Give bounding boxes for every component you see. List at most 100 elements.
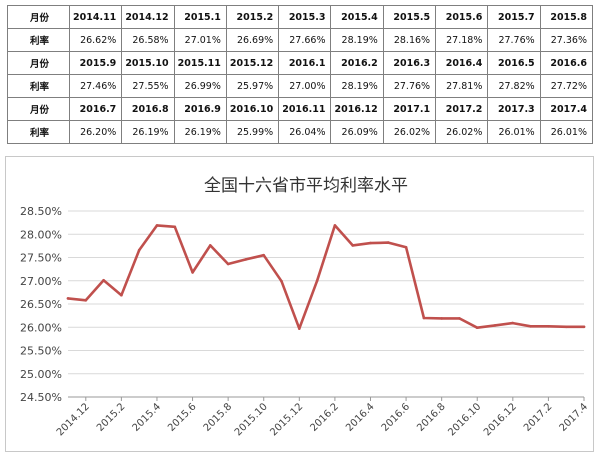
month-cell: 2015.12	[225, 51, 280, 75]
rate-cell: 27.36%	[539, 28, 594, 52]
data-point	[209, 244, 212, 247]
rate-cell: 26.19%	[173, 120, 227, 144]
chart-panel: 全国十六省市平均利率水平 24.50% 25.00% 25.50% 26.00% 26.…	[5, 156, 594, 452]
y-tick-labels: 24.50% 25.00% 25.50% 26.00% 26.50% 27.00% 27.5…	[20, 205, 62, 404]
table-row-months: 月份 2016.7 2016.8 2016.9 2016.10 2016.11 2016.1…	[7, 97, 594, 121]
table-row-rates: 利率 26.62% 26.58% 27.01% 26.69% 27.66% 28.19% 28…	[7, 28, 594, 52]
data-point	[351, 244, 355, 247]
rate-cell: 27.76%	[382, 74, 437, 98]
rate-cell: 28.19%	[330, 28, 384, 52]
month-cell: 2016.5	[487, 51, 541, 75]
month-cell: 2017.2	[435, 97, 489, 121]
x-tick-label: 2015.10	[233, 401, 270, 438]
rate-cell: 27.72%	[539, 74, 594, 98]
data-point	[84, 299, 88, 302]
data-point	[315, 279, 319, 283]
month-cell: 2014.11	[68, 5, 123, 29]
month-cell: 2015.4	[330, 5, 384, 29]
grid-lines	[68, 210, 584, 398]
data-point	[102, 279, 105, 282]
table-row-months: 月份 2015.9 2015.10 2015.11 2015.12 2016.1 2016.…	[7, 51, 594, 75]
rate-cell: 26.04%	[278, 120, 332, 144]
rate-cell: 26.09%	[330, 120, 384, 144]
data-point	[173, 225, 177, 229]
month-cell: 2014.12	[121, 5, 175, 29]
row-label-rate: 利率	[7, 28, 70, 52]
x-tick-label: 2016.12	[482, 401, 519, 438]
rate-cell: 26.02%	[382, 120, 437, 144]
month-cell: 2015.2	[225, 5, 280, 29]
rate-cell: 26.62%	[68, 28, 123, 52]
data-point	[280, 279, 283, 283]
data-point	[191, 271, 194, 274]
month-cell: 2015.1	[173, 5, 227, 29]
month-cell: 2016.7	[68, 97, 123, 121]
rate-cell: 26.20%	[68, 120, 123, 144]
data-point	[440, 317, 444, 320]
rate-cell: 26.19%	[121, 120, 175, 144]
y-tick-label: 25.50%	[20, 345, 62, 358]
table-row-rates: 利率 26.20% 26.19% 26.19% 25.99% 26.04% 26.09% 26…	[7, 120, 594, 144]
rate-cell: 27.66%	[278, 28, 332, 52]
month-cell: 2017.1	[382, 97, 437, 121]
rate-cell: 27.76%	[487, 28, 541, 52]
month-cell: 2015.10	[121, 51, 175, 75]
month-cell: 2016.1	[278, 51, 332, 75]
y-tick-label: 28.00%	[20, 228, 62, 241]
data-point	[529, 325, 532, 328]
y-tick-label: 25.00%	[20, 368, 62, 381]
data-point	[137, 248, 141, 252]
x-tick-label: 2016.8	[415, 401, 448, 434]
rate-cell: 25.99%	[225, 120, 280, 144]
table-row-rates: 利率 27.46% 27.55% 26.99% 25.97% 27.00% 28.19% 27…	[7, 74, 594, 98]
data-point	[387, 241, 390, 244]
rate-cell: 26.99%	[173, 74, 227, 98]
x-tick-label: 2016.6	[380, 401, 413, 434]
data-point	[298, 327, 301, 330]
row-label-month: 月份	[7, 5, 70, 29]
x-tick-label: 2015.12	[268, 401, 305, 438]
month-cell: 2015.7	[487, 5, 541, 29]
rate-cell: 27.00%	[278, 74, 332, 98]
month-cell: 2015.8	[539, 5, 594, 29]
rate-cell: 27.82%	[487, 74, 541, 98]
data-point	[226, 262, 230, 266]
rate-table: 月份 2014.11 2014.12 2015.1 2015.2 2015.3 2015.4…	[7, 5, 594, 144]
month-cell: 2015.6	[435, 5, 489, 29]
row-label-month: 月份	[7, 97, 70, 121]
data-point	[244, 258, 248, 261]
x-tick-label: 2017.2	[522, 401, 555, 434]
data-point	[333, 224, 337, 227]
row-label-rate: 利率	[7, 74, 70, 98]
table-row-months: 月份 2014.11 2014.12 2015.1 2015.2 2015.3 2015.4…	[7, 5, 594, 29]
month-cell: 2016.10	[225, 97, 280, 121]
month-cell: 2016.9	[173, 97, 227, 121]
month-cell: 2015.11	[173, 51, 227, 75]
x-tick-label: 2016.2	[308, 401, 341, 434]
rate-cell: 27.46%	[68, 74, 123, 98]
x-tick-label: 2015.8	[202, 401, 235, 434]
data-point	[458, 317, 461, 320]
y-tick-label: 24.50%	[20, 391, 62, 404]
rate-cell: 26.69%	[225, 28, 280, 52]
x-tick-label: 2015.4	[131, 401, 164, 434]
series-layer	[66, 224, 586, 330]
data-point	[262, 253, 266, 257]
x-tick-label: 2016.4	[344, 401, 377, 434]
month-cell: 2017.4	[539, 97, 594, 121]
month-cell: 2016.12	[330, 97, 384, 121]
data-point	[422, 316, 426, 320]
rate-cell: 27.55%	[121, 74, 175, 98]
x-tick-label: 2014.12	[55, 401, 92, 438]
series-line	[66, 224, 586, 330]
month-cell: 2016.4	[435, 51, 489, 75]
data-point	[155, 224, 159, 227]
x-tick-labels: 2014.12 2015.2 2015.4 2015.6 2015.82015.1020…	[55, 397, 590, 438]
data-point	[582, 325, 586, 329]
y-tick-label: 26.50%	[20, 298, 62, 311]
data-point	[404, 246, 408, 249]
rate-cell: 27.18%	[435, 28, 489, 52]
data-point	[66, 297, 70, 300]
rate-cell: 28.16%	[382, 28, 437, 52]
month-cell: 2016.6	[539, 51, 594, 75]
